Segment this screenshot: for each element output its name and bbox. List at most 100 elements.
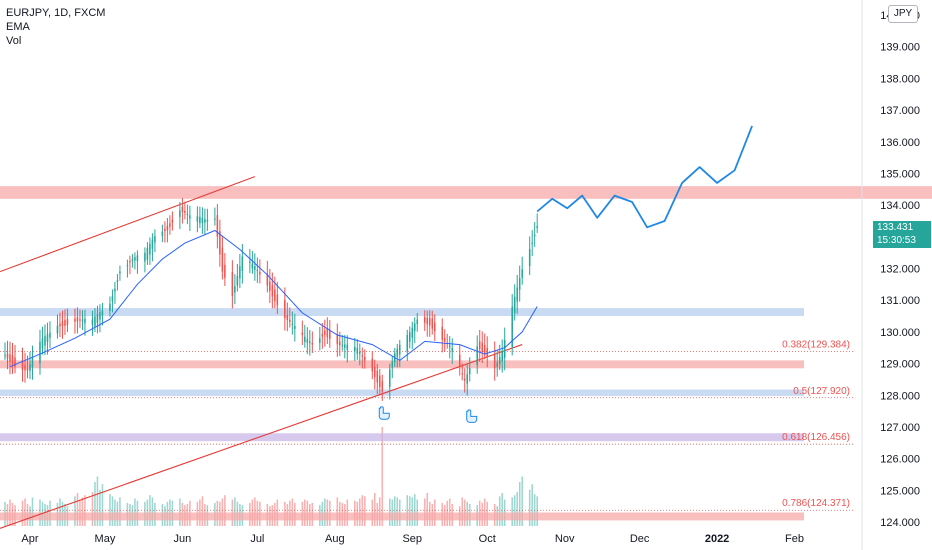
candle-body bbox=[376, 370, 379, 383]
volume-bar bbox=[364, 496, 366, 526]
fib-level-label: 0.786(124.371) bbox=[782, 498, 850, 509]
price-tick-label: 124.000 bbox=[880, 517, 920, 529]
candle-body bbox=[76, 317, 79, 322]
volume-bar bbox=[498, 496, 501, 526]
time-tick-label: Aug bbox=[325, 533, 345, 545]
candle-body bbox=[388, 369, 391, 387]
volume-bar bbox=[179, 498, 181, 526]
markers-layer bbox=[378, 406, 478, 423]
time-tick-label: Feb bbox=[785, 533, 804, 545]
candle-body bbox=[416, 319, 419, 324]
candle-body bbox=[4, 355, 6, 357]
candle-body bbox=[374, 366, 376, 378]
candle-body bbox=[528, 249, 531, 267]
candle-body bbox=[144, 252, 146, 262]
candle-body bbox=[511, 306, 513, 347]
candle-body bbox=[463, 378, 466, 381]
candle-body bbox=[513, 296, 516, 314]
candle-body bbox=[251, 263, 254, 269]
price-axis[interactable]: 124.000 125.000 126.000 127.000 128.000 129.0… bbox=[861, 0, 920, 550]
candle-body bbox=[149, 243, 151, 255]
projection-path bbox=[536, 125, 753, 229]
volume-bar bbox=[516, 491, 518, 526]
candle-body bbox=[301, 332, 304, 336]
candle-body bbox=[468, 367, 471, 375]
volume-bar bbox=[381, 427, 384, 526]
last-price-tag: 133.431 15:30:53 bbox=[873, 221, 931, 248]
price-tick-label: 127.000 bbox=[880, 422, 920, 434]
candle-body bbox=[274, 289, 276, 302]
last-price: 133.431 bbox=[877, 222, 914, 233]
candle-body bbox=[119, 271, 121, 274]
volume-bar bbox=[96, 476, 99, 526]
candle-body bbox=[324, 330, 326, 335]
ema-indicator-label[interactable]: EMA bbox=[6, 21, 30, 33]
volume-bar bbox=[101, 484, 104, 526]
candle-body bbox=[284, 299, 286, 319]
candle-body bbox=[443, 337, 446, 342]
candle-body bbox=[46, 334, 49, 342]
candle-body bbox=[259, 271, 261, 275]
candle-body bbox=[61, 321, 64, 327]
volume-bar bbox=[201, 496, 204, 526]
ema-line bbox=[9, 229, 538, 368]
time-axis[interactable]: Apr May Jun Jul Aug Sep Oct Nov Dec 2022 Feb bbox=[21, 533, 804, 545]
volume-bar bbox=[109, 494, 111, 526]
candle-body bbox=[39, 341, 41, 364]
candle-body bbox=[169, 223, 171, 227]
candle-body bbox=[199, 216, 201, 224]
bar-countdown: 15:30:53 bbox=[877, 235, 916, 246]
candle-body bbox=[196, 216, 199, 222]
candle-body bbox=[14, 357, 16, 367]
price-tick-label: 128.000 bbox=[880, 390, 920, 402]
volume-bar bbox=[408, 496, 411, 526]
volume-bar bbox=[388, 498, 391, 526]
candle-body bbox=[371, 358, 374, 372]
time-tick-label: Nov bbox=[555, 533, 575, 545]
candle-body bbox=[269, 281, 271, 292]
candle-body bbox=[6, 353, 9, 359]
volume-bar bbox=[59, 498, 61, 526]
candle-body bbox=[189, 215, 191, 219]
candle-body bbox=[516, 287, 518, 302]
volume-bar bbox=[406, 495, 409, 526]
candle-body bbox=[81, 319, 84, 322]
candle-body bbox=[49, 332, 51, 338]
candle-body bbox=[306, 338, 309, 343]
price-tick-label: 136.000 bbox=[880, 137, 920, 149]
volume-bar bbox=[224, 495, 226, 526]
candle-body bbox=[339, 341, 341, 346]
symbol-label[interactable]: EURJPY, 1D, FXCM bbox=[6, 7, 106, 19]
currency-badge[interactable]: JPY bbox=[888, 5, 918, 23]
volume-indicator-label[interactable]: Vol bbox=[6, 35, 22, 47]
volume-bar bbox=[31, 497, 34, 526]
candle-body bbox=[361, 355, 364, 357]
volume-bar bbox=[359, 498, 361, 526]
candle-body bbox=[114, 288, 116, 292]
candle-body bbox=[56, 325, 59, 334]
hand-pointer-icon bbox=[466, 409, 478, 423]
candle-body bbox=[291, 323, 294, 325]
candle-body bbox=[319, 338, 321, 343]
candle-body bbox=[231, 272, 234, 297]
candle-body bbox=[411, 327, 414, 338]
volume-bar bbox=[324, 498, 326, 526]
candle-body bbox=[521, 269, 523, 278]
candle-body bbox=[41, 338, 44, 349]
candle-body bbox=[271, 285, 274, 297]
fib-level-label: 0.382(129.384) bbox=[782, 339, 850, 350]
candle-body bbox=[423, 317, 426, 323]
candle-body bbox=[408, 332, 411, 342]
candle-body bbox=[461, 373, 464, 375]
candle-body bbox=[396, 348, 399, 357]
candles-layer bbox=[4, 197, 538, 401]
candle-body bbox=[24, 365, 26, 371]
candle-body bbox=[154, 236, 156, 243]
price-tick-label: 131.000 bbox=[880, 295, 920, 307]
candle-body bbox=[59, 323, 61, 327]
price-tick-label: 139.000 bbox=[880, 42, 920, 54]
candle-body bbox=[239, 266, 241, 279]
volume-bar bbox=[513, 495, 516, 526]
price-zone bbox=[0, 308, 804, 317]
